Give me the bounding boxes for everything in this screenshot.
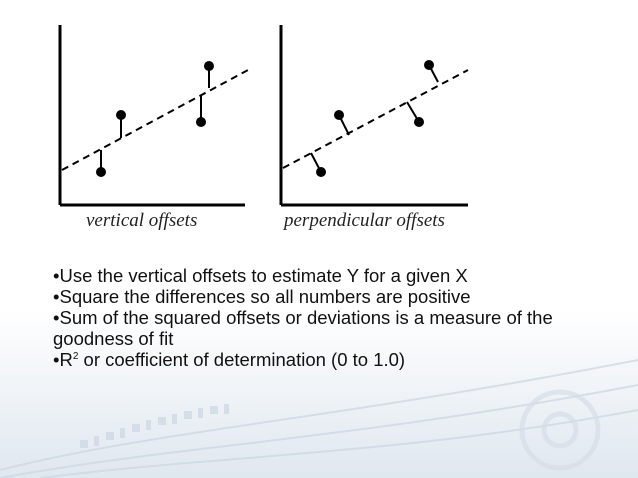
r-squared-prefix: •R bbox=[53, 349, 73, 370]
bullet-item: •Use the vertical offsets to estimate Y … bbox=[53, 265, 468, 286]
right-data-point bbox=[424, 60, 434, 70]
left-data-point bbox=[196, 117, 206, 127]
binary-watermark bbox=[80, 404, 229, 448]
right-data-point bbox=[334, 110, 344, 120]
bullet-item-r-squared: •R2 or coefficient of determination (0 t… bbox=[53, 349, 613, 370]
left-data-point bbox=[204, 61, 214, 71]
bullet-item: •Sum of the squared offsets or deviation… bbox=[53, 307, 553, 349]
vertical-offsets-panel bbox=[58, 25, 249, 207]
r-squared-superscript: 2 bbox=[72, 351, 79, 362]
bullet-list: •Use the vertical offsets to estimate Y … bbox=[53, 265, 613, 370]
left-data-point bbox=[96, 167, 106, 177]
perpendicular-offsets-caption: perpendicular offsets bbox=[284, 210, 445, 231]
decorative-swoosh bbox=[0, 359, 638, 478]
bullet-item: •Square the differences so all numbers a… bbox=[53, 286, 471, 307]
right-data-point bbox=[414, 117, 424, 127]
gear-watermark-icon bbox=[519, 389, 601, 471]
right-data-point bbox=[316, 167, 326, 177]
r-squared-suffix: or coefficient of determination (0 to 1.… bbox=[78, 349, 406, 370]
left-regression-line bbox=[61, 69, 249, 171]
perpendicular-offsets-panel bbox=[279, 25, 469, 207]
left-data-point bbox=[116, 110, 126, 120]
right-regression-line bbox=[282, 69, 469, 169]
vertical-offsets-caption: vertical offsets bbox=[86, 210, 198, 231]
offsets-figure bbox=[58, 25, 469, 207]
